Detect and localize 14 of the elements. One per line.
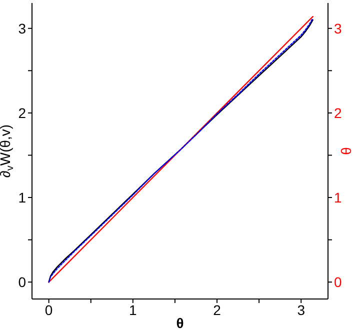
x-tick-label: 2 xyxy=(213,302,222,318)
y-tick-label: 2 xyxy=(18,104,26,121)
x-tick-label: 1 xyxy=(129,302,138,318)
y-tick-label: 0 xyxy=(18,274,26,290)
y-tick-label: 3 xyxy=(18,20,26,36)
y2-tick-label: 3 xyxy=(334,20,342,36)
y2-tick-label: 2 xyxy=(334,104,342,121)
x-axis-title: θ xyxy=(176,315,184,330)
y2-tick-label: 1 xyxy=(334,189,342,206)
y-tick-label: 1 xyxy=(18,189,26,206)
y2-axis-title: θ xyxy=(338,147,354,156)
x-tick-label: 0 xyxy=(44,302,53,318)
y2-tick-label: 0 xyxy=(334,274,342,290)
x-tick-label: 3 xyxy=(297,302,306,318)
